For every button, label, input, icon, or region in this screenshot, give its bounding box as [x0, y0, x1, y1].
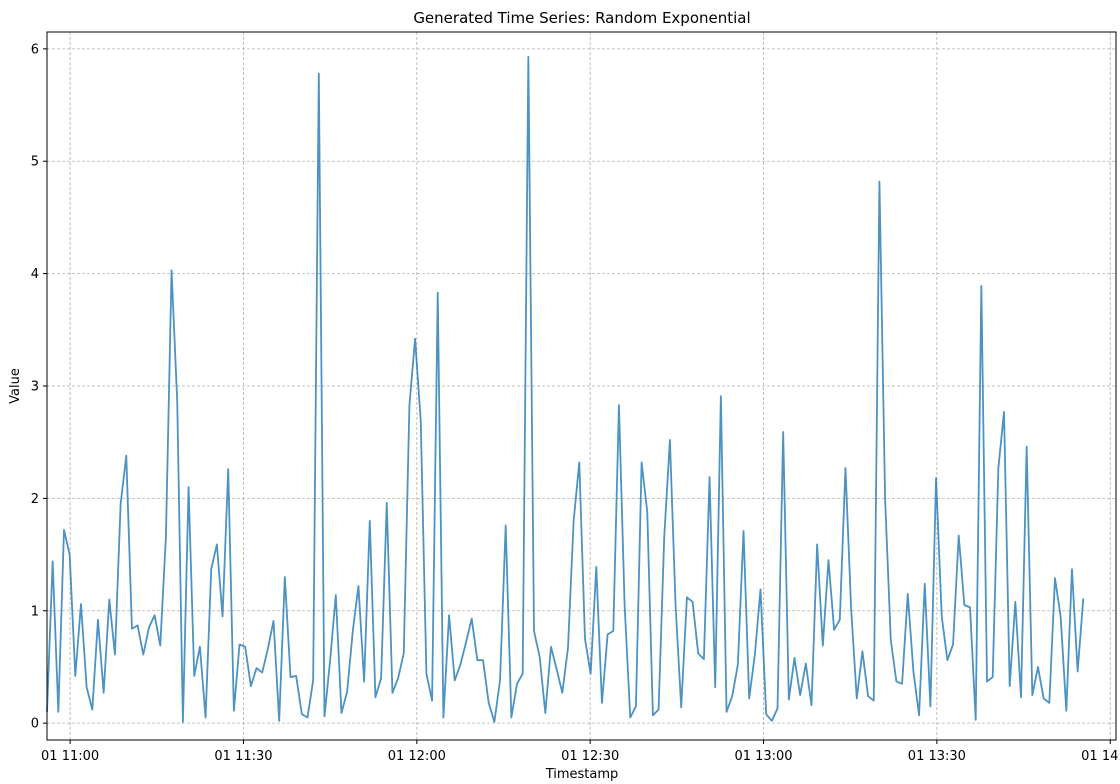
y-tick-label: 1 [31, 604, 39, 619]
x-axis-label: Timestamp [545, 767, 619, 782]
y-tick-label: 0 [31, 717, 39, 732]
y-tick-label: 2 [31, 492, 39, 507]
chart-title: Generated Time Series: Random Exponentia… [413, 9, 750, 27]
y-tick-label: 4 [31, 267, 39, 282]
x-tick-label: 01 13:00 [734, 749, 792, 764]
x-tick-label: 01 12:30 [561, 749, 619, 764]
x-tick-label: 01 11:30 [214, 749, 272, 764]
series-line-layer [46, 55, 1085, 723]
x-tick-label: 01 14:00 [1081, 749, 1120, 764]
y-axis-ticks: 0 1 2 3 4 5 6 [31, 42, 47, 732]
x-tick-label: 01 13:30 [908, 749, 966, 764]
x-axis-ticks: 01 11:00 01 11:30 01 12:00 01 12:30 01 13:00… [41, 740, 1120, 764]
series-line [46, 55, 1085, 723]
x-tick-label: 01 11:00 [41, 749, 99, 764]
grid-layer [47, 32, 1116, 740]
y-tick-label: 6 [31, 42, 39, 57]
x-tick-label: 01 12:00 [388, 749, 446, 764]
y-tick-label: 5 [31, 155, 39, 170]
y-tick-label: 3 [31, 380, 39, 395]
y-axis-label: Value [8, 368, 23, 404]
